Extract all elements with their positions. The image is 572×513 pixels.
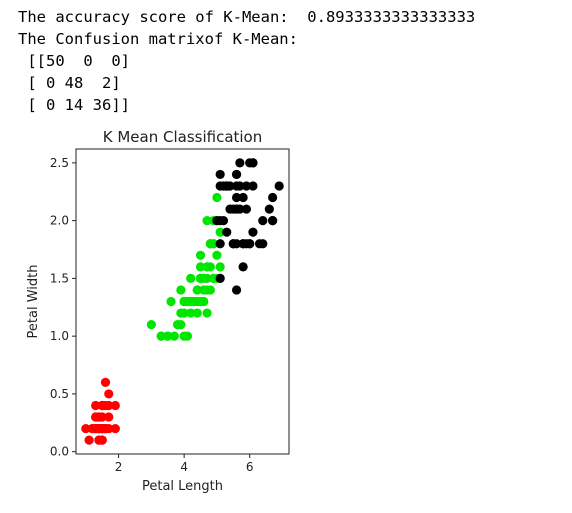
scatter-point (212, 216, 222, 226)
confusion-matrix-row: [ 0 48 2] (18, 74, 121, 92)
scatter-point (97, 400, 107, 411)
scatter-point (166, 296, 176, 307)
scatter-point (215, 169, 225, 180)
confusion-matrix-row: [[50 0 0] (18, 52, 130, 70)
plot-axes-frame (75, 148, 290, 455)
scatter-point (238, 192, 248, 203)
cell-output: The accuracy score of K-Mean: 0.89333333… (18, 6, 475, 116)
scatter-point (156, 331, 166, 341)
scatter-point (91, 400, 101, 411)
y-tick-label: 2.5 (50, 156, 69, 170)
scatter-point (215, 273, 225, 283)
scatter-point (110, 400, 120, 411)
scatter-point (248, 158, 258, 168)
scatter-point (222, 227, 232, 237)
scatter-point (110, 423, 120, 434)
scatter-point (94, 412, 104, 422)
x-ticks: 2 4 6 (115, 454, 254, 474)
x-axis-label: Petal Length (142, 479, 223, 494)
scatter-point (268, 192, 278, 203)
scatter-point (215, 239, 225, 249)
scatter-point (228, 239, 238, 249)
scatter-point (169, 331, 179, 341)
accuracy-output-line: The accuracy score of K-Mean: 0.89333333… (18, 8, 476, 26)
scatter-point (84, 435, 94, 445)
scatter-point (238, 262, 248, 272)
scatter-point (225, 204, 235, 214)
scatter-point (231, 285, 242, 295)
y-tick-label: 0.0 (50, 445, 69, 459)
scatter-point (248, 227, 258, 237)
scatter-point (205, 285, 215, 295)
y-tick-label: 2.0 (50, 214, 69, 228)
y-tick-label: 0.5 (50, 387, 69, 401)
scatter-point (222, 181, 232, 191)
scatter-point (186, 273, 196, 283)
x-tick-label: 4 (180, 460, 188, 474)
scatter-point (94, 423, 104, 434)
scatter-point (94, 435, 104, 445)
scatter-point (231, 192, 242, 203)
y-tick-label: 1.5 (50, 271, 69, 285)
scatter-point (163, 331, 173, 341)
y-tick-label: 1.0 (50, 329, 69, 343)
confusion-matrix-row: [ 0 14 36]] (18, 96, 130, 114)
scatter-point (202, 273, 212, 283)
scatter-point (264, 204, 274, 214)
scatter-point (195, 262, 206, 272)
scatter-point (202, 216, 212, 226)
scatter-point (81, 423, 91, 434)
scatter-point (248, 181, 258, 191)
scatter-point (202, 308, 212, 318)
scatter-point (179, 308, 189, 318)
scatter-point (104, 412, 114, 422)
scatter-point (199, 285, 209, 295)
scatter-point (182, 331, 193, 341)
scatter-point (202, 262, 212, 272)
scatter-point (245, 239, 255, 249)
scatter-point (218, 216, 229, 226)
scatter-point (258, 216, 268, 226)
scatter-point (212, 250, 222, 260)
scatter-point (100, 377, 111, 387)
scatter-point (231, 169, 242, 180)
scatter-point (192, 285, 202, 295)
scatter-point (186, 308, 196, 318)
x-tick-label: 6 (246, 460, 254, 474)
scatter-point (172, 320, 183, 330)
scatter-point (215, 227, 225, 237)
scatter-point (258, 239, 268, 249)
scatter-point (235, 158, 245, 168)
scatter-point (195, 273, 206, 283)
scatter-point (199, 296, 209, 307)
scatter-point (104, 389, 114, 399)
scatter-points-layer (81, 158, 284, 445)
y-ticks: 0.0 0.5 1.0 1.5 2.0 2.5 (50, 156, 76, 459)
y-axis-label: Petal Width (26, 265, 41, 339)
plot-title: K Mean Classification (103, 128, 263, 146)
scatter-point (212, 192, 222, 203)
scatter-point (189, 296, 199, 307)
scatter-point (238, 239, 248, 249)
x-tick-label: 2 (115, 460, 123, 474)
scatter-point (231, 181, 242, 191)
scatter-point (215, 262, 225, 272)
scatter-point (274, 181, 284, 191)
scatter-point (192, 308, 202, 318)
scatter-point (209, 239, 219, 249)
scatter-point (182, 296, 193, 307)
scatter-point (268, 216, 278, 226)
scatter-point (241, 181, 251, 191)
scatter-point (231, 204, 242, 214)
scatter-point (195, 250, 206, 260)
scatter-point (146, 320, 156, 330)
confusion-matrix-heading: The Confusion matrixof K-Mean: (18, 30, 298, 48)
scatter-point (176, 285, 186, 295)
scatter-point (241, 204, 251, 214)
